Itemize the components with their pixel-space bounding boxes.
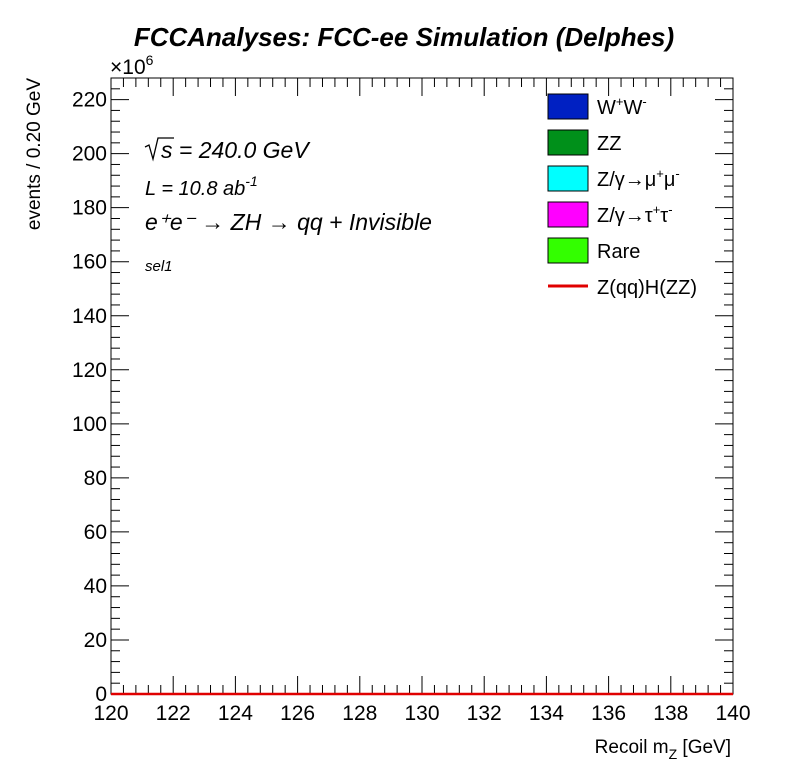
x-axis-label: Recoil mZ [GeV] (595, 737, 731, 762)
y-tick-label: 160 (72, 251, 107, 274)
legend: W+W- ZZ Z/γ→μ+μ- Z/γ→τ+τ- Rare Z(qq)H(ZZ) (547, 93, 697, 299)
axis-ticks (110, 77, 734, 695)
x-tick-label: 130 (404, 702, 439, 725)
y-tick-label: 200 (72, 143, 107, 166)
y-tick-label: 180 (72, 197, 107, 220)
sqrt-symbol (144, 137, 174, 162)
y-tick-label: 140 (72, 305, 107, 328)
y-tick-labels: 0 20 40 60 80 100 120 140 160 180 200 220 (72, 89, 107, 706)
legend-swatch (547, 201, 589, 228)
x-tick-label: 138 (653, 702, 688, 725)
y-tick-label: 120 (72, 359, 107, 382)
legend-swatch (547, 237, 589, 264)
x-tick-label: 136 (591, 702, 626, 725)
legend-swatch (547, 93, 589, 120)
x-tick-label: 122 (156, 702, 191, 725)
selection-annotation: sel1 (145, 258, 173, 275)
legend-entry: ZZ (547, 129, 621, 156)
legend-entry: Rare (547, 237, 640, 264)
x-tick-label: 134 (529, 702, 564, 725)
legend-swatch (547, 129, 589, 156)
luminosity-annotation: L = 10.8 ab-1 (145, 173, 258, 200)
sqrt-s-annotation: s = 240.0 GeV (144, 137, 311, 163)
x-tick-labels: 120 122 124 126 128 130 132 134 136 138 140 (93, 702, 750, 725)
y-tick-label: 220 (72, 89, 107, 112)
x-tick-label: 128 (342, 702, 377, 725)
y-tick-label: 40 (84, 575, 107, 598)
x-tick-label: 120 (93, 702, 128, 725)
sqrt-s-text: s = 240.0 GeV (161, 137, 311, 163)
legend-label: Rare (597, 241, 640, 263)
y-tick-label: 80 (84, 467, 107, 490)
y-axis-label: events / 0.20 GeV (24, 78, 45, 230)
x-tick-label: 140 (715, 702, 750, 725)
legend-entry: Z/γ→τ+τ- (547, 201, 673, 228)
x-tick-label: 124 (218, 702, 253, 725)
process-annotation: e⁺e⁻ → ZH → qq + Invisible (145, 209, 432, 235)
legend-label: Z/γ→μ+μ- (597, 166, 680, 191)
legend-label: Z(qq)H(ZZ) (597, 277, 697, 299)
y-tick-label: 0 (95, 683, 107, 706)
legend-label: ZZ (597, 133, 621, 155)
chart-title: FCCAnalyses: FCC-ee Simulation (Delphes) (134, 22, 674, 52)
y-multiplier: ×106 (110, 52, 154, 79)
legend-entry: Z(qq)H(ZZ) (548, 277, 697, 299)
y-tick-label: 20 (84, 629, 107, 652)
y-tick-label: 100 (72, 413, 107, 436)
legend-entry: Z/γ→μ+μ- (547, 165, 680, 192)
x-tick-label: 126 (280, 702, 315, 725)
legend-label: Z/γ→τ+τ- (597, 202, 673, 227)
legend-swatch (547, 165, 589, 192)
legend-entry: W+W- (547, 93, 647, 120)
y-tick-label: 60 (84, 521, 107, 544)
x-tick-label: 132 (467, 702, 502, 725)
legend-label: W+W- (597, 94, 647, 119)
